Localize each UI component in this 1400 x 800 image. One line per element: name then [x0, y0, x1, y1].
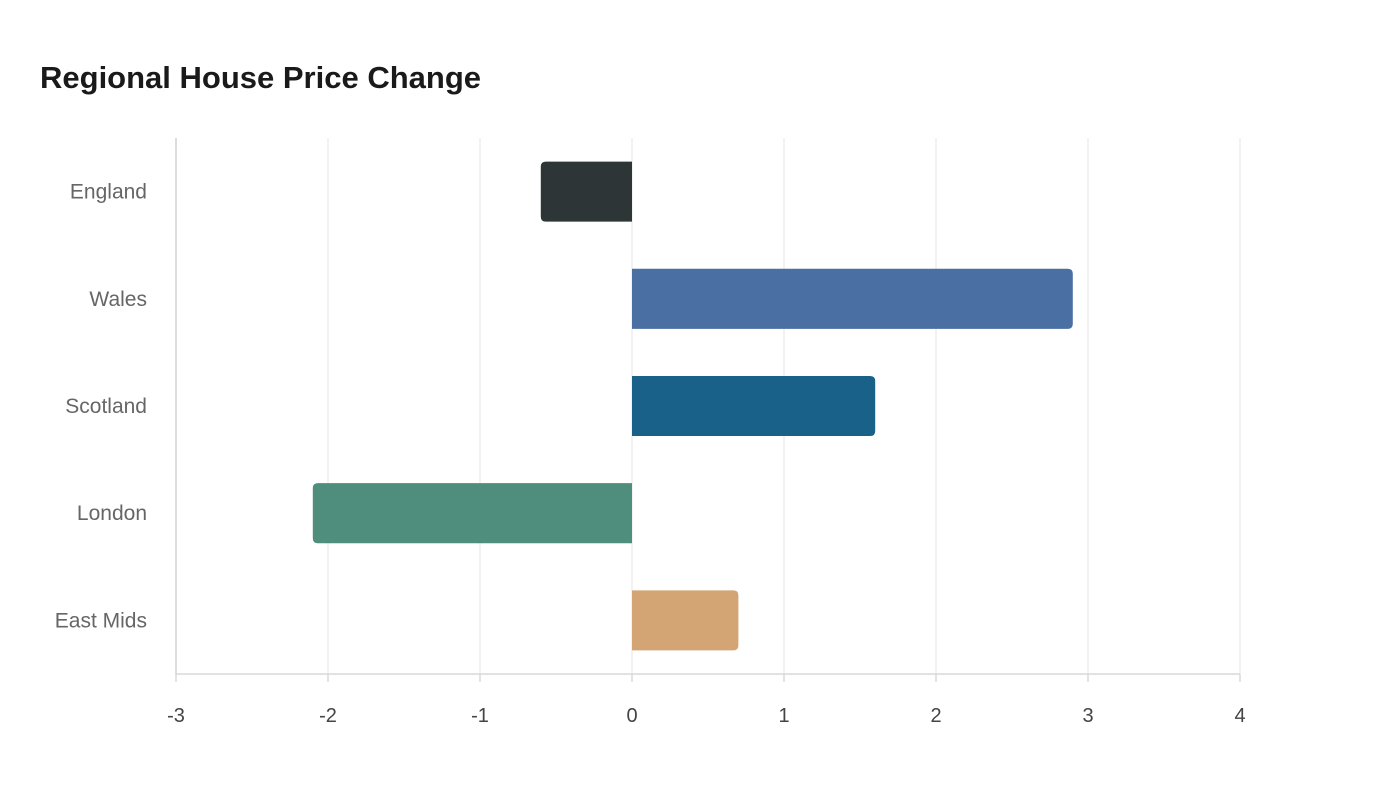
- x-tick-label: 4: [1234, 705, 1245, 727]
- x-tick-labels: -3 -2 -1 0 1 2 3 4: [167, 705, 1245, 727]
- category-label: Scotland: [65, 395, 147, 418]
- category-label: London: [77, 502, 147, 525]
- bar-scotland: [632, 375, 876, 437]
- category-labels: England Wales Scotland London East Mids: [55, 181, 147, 633]
- chart-title: Regional House Price Change: [40, 60, 481, 95]
- bar-east-mids: [632, 590, 739, 651]
- x-tick-label: 1: [778, 705, 789, 727]
- category-label: East Mids: [55, 609, 147, 632]
- category-label: England: [70, 181, 147, 204]
- x-tick-label: -3: [167, 705, 185, 727]
- x-tick-label: 3: [1082, 705, 1093, 727]
- bar-london: [312, 483, 632, 544]
- axes: [175, 138, 1241, 682]
- bar-wales: [632, 268, 1073, 329]
- x-tick-label: 2: [930, 705, 941, 727]
- category-label: Wales: [89, 288, 147, 311]
- bar-england: [540, 161, 632, 222]
- bars: [312, 161, 1073, 651]
- x-tick-label: 0: [626, 705, 637, 727]
- x-tick-label: -2: [319, 705, 337, 727]
- x-tick-label: -1: [471, 705, 489, 727]
